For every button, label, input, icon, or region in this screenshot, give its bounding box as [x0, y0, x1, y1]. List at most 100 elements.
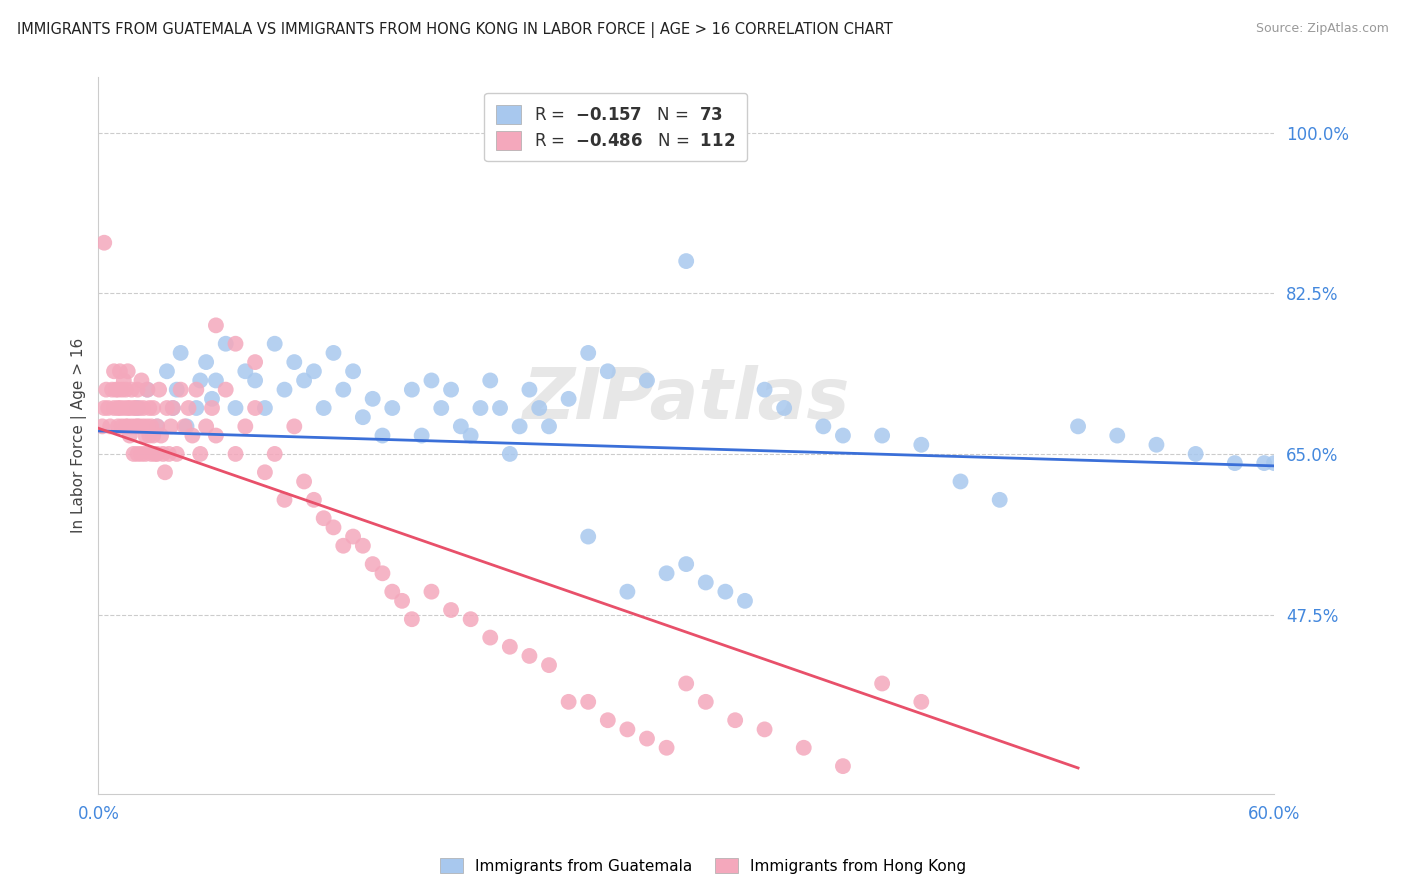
Point [181, 428, 204, 442]
Point [322, 346, 344, 360]
Point [117, 364, 139, 378]
Point [479, 374, 502, 388]
Point [302, 364, 325, 378]
Point [103, 401, 125, 415]
Point [519, 648, 541, 663]
Point [519, 383, 541, 397]
Point [754, 383, 776, 397]
Point [440, 383, 463, 397]
Point [302, 492, 325, 507]
Point [420, 374, 443, 388]
Point [499, 640, 522, 654]
Point [557, 695, 579, 709]
Point [160, 419, 183, 434]
Point [499, 447, 522, 461]
Point [636, 374, 658, 388]
Point [138, 401, 160, 415]
Point [186, 383, 208, 397]
Point [153, 465, 176, 479]
Point [655, 566, 678, 581]
Point [107, 383, 129, 397]
Point [166, 383, 188, 397]
Point [283, 355, 305, 369]
Point [636, 731, 658, 746]
Point [134, 428, 156, 442]
Point [322, 520, 344, 534]
Point [195, 419, 218, 434]
Point [529, 401, 551, 415]
Point [479, 631, 502, 645]
Point [910, 695, 932, 709]
Point [557, 392, 579, 406]
Point [127, 401, 149, 415]
Point [1146, 438, 1168, 452]
Point [489, 401, 512, 415]
Point [177, 401, 200, 415]
Point [450, 419, 472, 434]
Point [111, 383, 134, 397]
Point [97, 401, 120, 415]
Point [124, 419, 146, 434]
Point [576, 695, 599, 709]
Point [138, 428, 160, 442]
Point [1184, 447, 1206, 461]
Point [391, 594, 413, 608]
Point [136, 383, 159, 397]
Point [136, 419, 159, 434]
Point [91, 419, 114, 434]
Point [121, 383, 143, 397]
Point [107, 401, 129, 415]
Point [127, 447, 149, 461]
Point [371, 428, 394, 442]
Point [132, 419, 155, 434]
Point [440, 603, 463, 617]
Point [420, 584, 443, 599]
Point [112, 374, 135, 388]
Point [157, 447, 180, 461]
Point [576, 346, 599, 360]
Point [128, 419, 150, 434]
Point [225, 401, 247, 415]
Point [169, 346, 191, 360]
Point [136, 383, 159, 397]
Point [162, 401, 184, 415]
Text: ZIPatlas: ZIPatlas [523, 365, 849, 434]
Point [122, 447, 145, 461]
Point [205, 428, 228, 442]
Point [107, 419, 129, 434]
Point [114, 419, 136, 434]
Point [734, 594, 756, 608]
Point [169, 383, 191, 397]
Point [1107, 428, 1129, 442]
Point [509, 419, 531, 434]
Point [754, 723, 776, 737]
Point [243, 355, 266, 369]
Point [142, 401, 165, 415]
Point [186, 401, 208, 415]
Point [695, 575, 717, 590]
Point [1263, 456, 1285, 470]
Text: IMMIGRANTS FROM GUATEMALA VS IMMIGRANTS FROM HONG KONG IN LABOR FORCE | AGE > 16: IMMIGRANTS FROM GUATEMALA VS IMMIGRANTS … [17, 22, 893, 38]
Point [411, 428, 433, 442]
Point [263, 447, 285, 461]
Point [243, 401, 266, 415]
Point [988, 492, 1011, 507]
Point [131, 374, 153, 388]
Point [103, 364, 125, 378]
Point [127, 419, 149, 434]
Point [122, 401, 145, 415]
Point [205, 318, 228, 333]
Point [292, 475, 315, 489]
Point [793, 740, 815, 755]
Point [675, 557, 697, 571]
Point [273, 492, 295, 507]
Point [173, 419, 195, 434]
Point [201, 401, 224, 415]
Point [332, 539, 354, 553]
Point [201, 392, 224, 406]
Legend: Immigrants from Guatemala, Immigrants from Hong Kong: Immigrants from Guatemala, Immigrants fr… [433, 852, 973, 880]
Point [596, 713, 619, 727]
Point [141, 419, 163, 434]
Point [128, 401, 150, 415]
Point [215, 383, 238, 397]
